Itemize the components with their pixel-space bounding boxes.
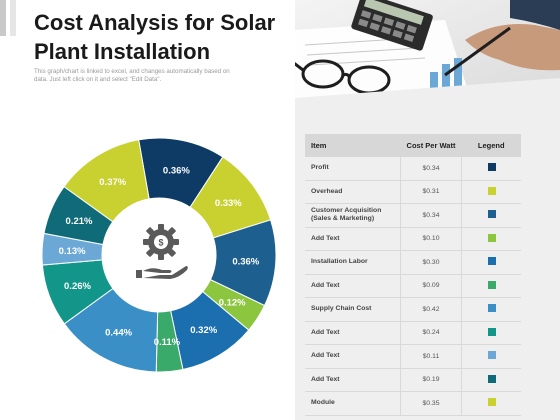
row-item: Overhead [305,180,401,204]
row-cost: $0.24 [400,321,462,345]
legend-swatch [487,257,496,266]
legend-swatch [487,398,496,407]
desk-calculator-glasses-photo [295,0,560,112]
row-legend [461,344,521,369]
slice-label: 0.36% [163,165,190,176]
slice-label: 0.37% [99,177,126,188]
legend-swatch [487,280,496,289]
legend-swatch [487,374,496,383]
table-row: Add Text $0.24 [305,321,521,345]
slice-label: 0.36% [232,257,259,268]
row-item: Customer Acquisition (Sales & Marketing) [305,203,401,228]
row-item: Add Text [305,321,401,345]
row-cost: $0.31 [400,180,462,204]
table-row: Supply Chain Cost $0.42 [305,297,521,322]
row-cost: $0.11 [400,344,462,369]
table-row: Customer Acquisition (Sales & Marketing)… [305,203,521,228]
row-item: Profit [305,157,401,181]
row-legend [461,391,521,416]
legend-swatch [487,351,496,360]
cost-donut-chart: 0.36% 0.33% 0.36% 0.12% 0.32% 0.11% 0.44% 0.26%… [36,132,282,378]
cost-table: Item Cost Per Watt Legend Profit $0.34 Ove… [305,134,521,416]
row-item: Add Text [305,344,401,369]
row-item: Installation Labor [305,250,401,275]
row-cost: $0.42 [400,297,462,322]
row-legend [461,180,521,204]
table-row: Overhead $0.31 [305,180,521,204]
svg-text:$: $ [158,238,163,248]
row-legend [461,368,521,392]
slice-label: 0.32% [190,325,217,336]
slice-label: 0.26% [64,281,91,292]
row-legend [461,274,521,298]
row-item: Add Text [305,274,401,298]
row-legend [461,297,521,322]
row-legend [461,157,521,181]
legend-swatch [487,327,496,336]
row-cost: $0.34 [400,157,462,181]
column-header-item: Item [305,134,401,157]
title-accent-bar [0,0,6,36]
slice-label: 0.21% [66,216,93,227]
table-row: Add Text $0.09 [305,274,521,298]
row-item: Supply Chain Cost [305,297,401,322]
row-cost: $0.09 [400,274,462,298]
legend-swatch [487,210,496,219]
table-row: Module $0.35 [305,391,521,416]
row-item: Add Text [305,368,401,392]
row-cost: $0.10 [400,227,462,251]
legend-swatch [487,163,496,172]
page-subtitle: This graph/chart is linked to excel, and… [34,68,230,83]
table-row: Add Text $0.11 [305,344,521,369]
row-cost: $0.30 [400,250,462,275]
row-legend [461,203,521,228]
slice-label: 0.12% [219,298,246,309]
gear-dollar-hand-icon: $ [132,220,190,282]
title-accent-bar-light [10,0,16,36]
row-cost: $0.34 [400,203,462,228]
row-item: Module [305,391,401,416]
legend-swatch [487,186,496,195]
slice-label: 0.44% [105,328,132,339]
row-cost: $0.35 [400,391,462,416]
slice-label: 0.13% [59,246,86,257]
table-header-row: Item Cost Per Watt Legend [305,134,521,157]
column-header-cost: Cost Per Watt [400,134,462,157]
row-item: Add Text [305,227,401,251]
slice-label: 0.11% [154,337,181,348]
legend-swatch [487,304,496,313]
page-title: Cost Analysis for Solar Plant Installati… [34,10,276,64]
row-legend [461,321,521,345]
column-header-legend: Legend [461,134,521,157]
table-row: Profit $0.34 [305,157,521,181]
row-cost: $0.19 [400,368,462,392]
row-legend [461,250,521,275]
table-row: Add Text $0.19 [305,368,521,392]
slice-label: 0.33% [215,198,242,209]
table-row: Installation Labor $0.30 [305,250,521,275]
row-legend [461,227,521,251]
table-row: Add Text $0.10 [305,227,521,251]
legend-swatch [487,233,496,242]
